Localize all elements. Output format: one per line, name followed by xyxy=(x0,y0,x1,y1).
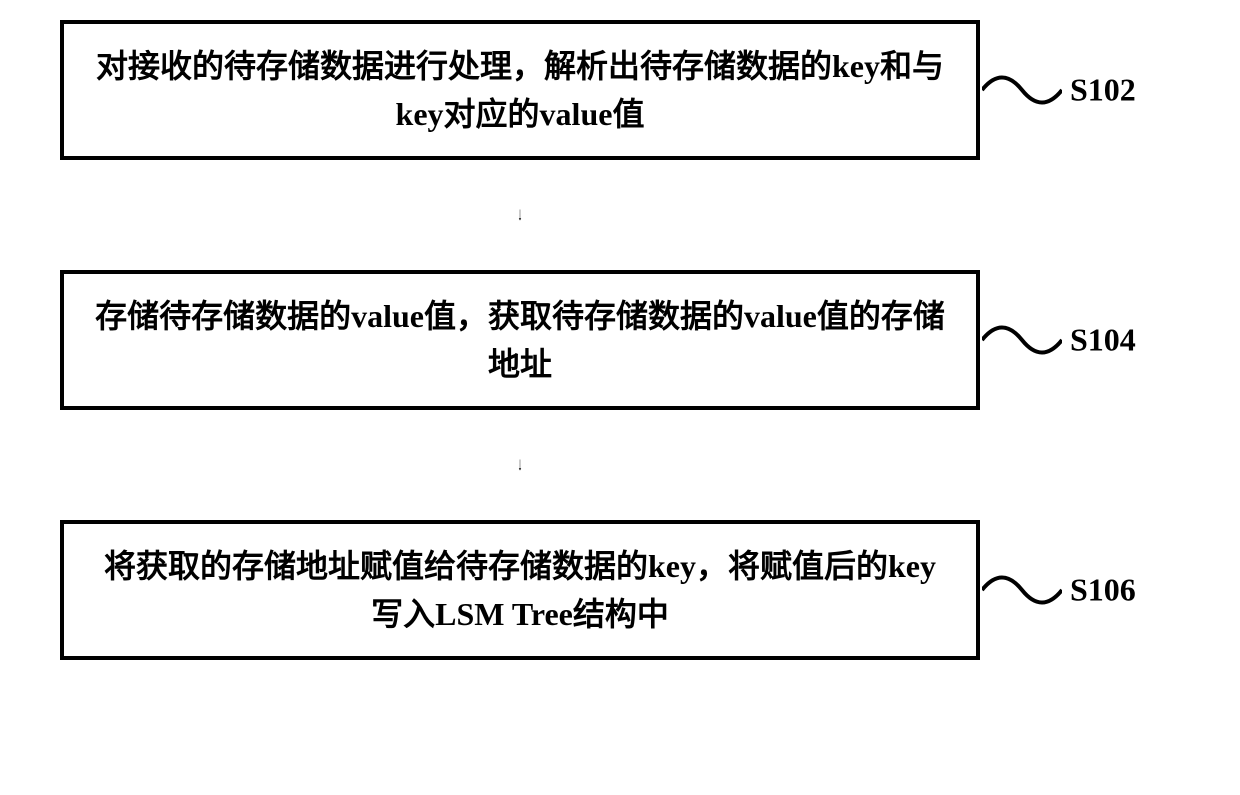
flowchart-container: 对接收的待存储数据进行处理，解析出待存储数据的key和与key对应的value值… xyxy=(60,20,1180,660)
step-text-3: 将获取的存储地址赋值给待存储数据的key，将赋值后的key写入LSM Tree结… xyxy=(94,542,946,638)
arrow-container-1 xyxy=(60,160,980,270)
step-box-2: 存储待存储数据的value值，获取待存储数据的value值的存储地址 xyxy=(60,270,980,410)
arrow-2 xyxy=(518,410,522,520)
step-box-1: 对接收的待存储数据进行处理，解析出待存储数据的key和与key对应的value值 xyxy=(60,20,980,160)
arrow-container-2 xyxy=(60,410,980,520)
step-box-3: 将获取的存储地址赋值给待存储数据的key，将赋值后的key写入LSM Tree结… xyxy=(60,520,980,660)
step-text-2: 存储待存储数据的value值，获取待存储数据的value值的存储地址 xyxy=(94,292,946,388)
connector-curve-1 xyxy=(982,60,1062,120)
arrow-1 xyxy=(518,160,522,270)
step-row-1: 对接收的待存储数据进行处理，解析出待存储数据的key和与key对应的value值… xyxy=(60,20,1180,160)
step-label-3: S106 xyxy=(1070,572,1136,609)
step-label-1: S102 xyxy=(1070,72,1136,109)
step-label-2: S104 xyxy=(1070,322,1136,359)
step-row-3: 将获取的存储地址赋值给待存储数据的key，将赋值后的key写入LSM Tree结… xyxy=(60,520,1180,660)
step-row-2: 存储待存储数据的value值，获取待存储数据的value值的存储地址 S104 xyxy=(60,270,1180,410)
step-text-1: 对接收的待存储数据进行处理，解析出待存储数据的key和与key对应的value值 xyxy=(94,42,946,138)
connector-curve-3 xyxy=(982,560,1062,620)
connector-curve-2 xyxy=(982,310,1062,370)
